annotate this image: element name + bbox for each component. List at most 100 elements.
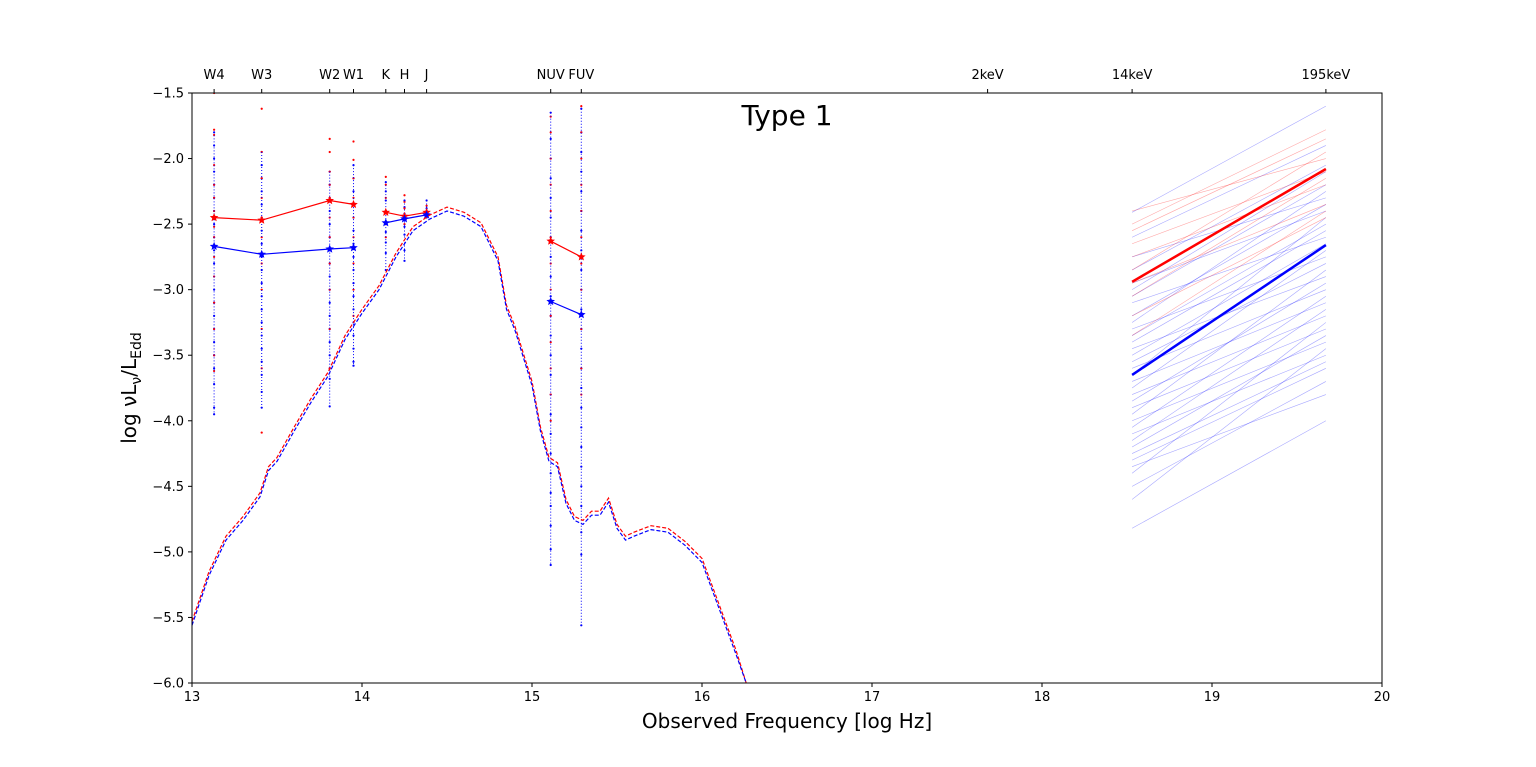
top-band-label-w4: W4	[204, 68, 225, 83]
scatter-point-red-7-1	[549, 131, 552, 134]
median-marker-red-median-photometry-2	[325, 196, 334, 205]
scatter-point-blue-8-23	[580, 624, 583, 627]
xray-fan-line-blue-9	[1131, 223, 1327, 336]
scatter-point-red-5-4	[403, 223, 406, 226]
median-marker-red-median-photometry-0	[209, 213, 219, 222]
y-tick-label-4: −3.5	[152, 349, 184, 364]
scatter-point-red-3-7	[352, 288, 355, 291]
scatter-point-red-0-3	[213, 164, 216, 167]
scatter-point-blue-8-19	[580, 485, 583, 488]
scatter-point-blue-8-15	[580, 406, 583, 409]
scatter-point-red-4-5	[384, 236, 387, 239]
xray-fan-line-blue-3	[1131, 164, 1327, 271]
series-lines	[192, 167, 1327, 683]
top-band-ticks: W4 W3 W2 W1 K H J NUV FUV 2keV 14keV 195keV	[204, 68, 1351, 93]
x-tick-label-1: 14	[354, 690, 371, 705]
scatter-point-blue-0-2	[213, 157, 216, 160]
scatter-point-blue-7-8	[549, 275, 552, 278]
scatter-point-red-2-2	[328, 170, 331, 173]
median-marker-blue-median-uv-0	[546, 297, 555, 306]
top-band-label-14kev: 14keV	[1112, 68, 1153, 83]
scatter-point-blue-7-22	[549, 548, 552, 551]
median-marker-blue-median-photometry-2	[325, 244, 334, 253]
scatter-point-red-0-12	[213, 327, 216, 331]
xray-fan-line-blue-7	[1131, 204, 1327, 317]
top-band-label-w3: W3	[251, 68, 272, 83]
scatter-point-blue-7-19	[549, 491, 552, 494]
median-marker-blue-median-nir-1	[400, 214, 409, 223]
scatter-point-blue-8-6	[580, 229, 583, 232]
median-marker-blue-median-photometry-3	[349, 243, 358, 252]
scatter-point-blue-3-13	[352, 334, 355, 337]
scatter-point-red-0-11	[213, 301, 216, 304]
series-line-blue-host-template	[192, 210, 747, 683]
xray-fan-line-red-1	[1131, 138, 1327, 231]
y-axis-title-main: log νL	[117, 384, 141, 444]
series-line-red-xray-mean	[1131, 167, 1327, 283]
scatter-point-blue-7-4	[549, 196, 552, 199]
scatter-point-blue-3-2	[352, 190, 355, 193]
xray-fan-line-blue-29	[1131, 348, 1327, 500]
scatter-point-red-5-2	[403, 207, 406, 210]
scatter-point-blue-3-16	[352, 364, 355, 367]
scatter-point-red-1-5	[260, 236, 263, 239]
scatter-point-blue-2-10	[328, 301, 331, 304]
x-tick-label-5: 18	[1034, 690, 1051, 705]
scatter-point-blue-2-13	[328, 341, 331, 344]
scatter-point-blue-2-4	[328, 223, 331, 226]
xray-fan-line-blue-34	[1131, 230, 1327, 343]
xray-fan-line-blue-8	[1131, 256, 1327, 330]
scatter-point-blue-3-7	[352, 255, 355, 258]
scatter-point-red-8-9	[580, 367, 583, 370]
xray-fan-line-blue-28	[1131, 381, 1327, 487]
scatter-point-blue-4-5	[384, 230, 387, 234]
series-line-red-median-photometry	[214, 199, 354, 221]
scatter-point-blue-1-13	[260, 321, 263, 324]
scatter-point-blue-1-10	[260, 282, 263, 285]
scatter-point-blue-0-7	[213, 223, 216, 226]
xray-fan-lines	[1131, 105, 1327, 529]
scatter-point-red-0-5	[213, 196, 216, 199]
chart-title: Type 1	[740, 99, 832, 132]
xray-fan-line-red-6	[1131, 177, 1327, 297]
top-band-label-195kev: 195keV	[1302, 68, 1351, 83]
scatter-point-red-3-1	[352, 158, 355, 161]
xray-fan-line-blue-33	[1131, 171, 1327, 290]
median-marker-red-median-nir-0	[381, 207, 391, 216]
scatter-point-red-0-1	[213, 128, 216, 131]
y-tick-label-5: −4.0	[152, 414, 184, 429]
scatter-point-red-8-6	[580, 262, 583, 265]
scatter-point-blue-0-1	[213, 144, 216, 147]
y-tick-label-3: −3.0	[152, 283, 184, 298]
scatter-point-blue-7-17	[549, 452, 552, 455]
scatter-point-red-1-7	[260, 288, 263, 291]
scatter-point-red-8-1	[580, 131, 583, 134]
xray-fan-line-blue-2	[1132, 197, 1326, 258]
xray-fan-line-blue-4	[1131, 210, 1327, 284]
x-tick-label-4: 17	[864, 690, 881, 705]
xray-fan-line-blue-23	[1131, 354, 1327, 435]
xray-fan-line-blue-32	[1131, 191, 1327, 323]
x-tick-label-2: 15	[524, 690, 541, 705]
scatter-point-blue-4-7	[384, 251, 387, 255]
scatter-point-red-2-9	[328, 327, 331, 331]
median-marker-blue-median-nir-0	[381, 218, 391, 227]
scatter-point-red-8-3	[580, 183, 583, 186]
scatter-point-blue-8-20	[580, 504, 583, 508]
x-tick-label-7: 20	[1374, 690, 1391, 705]
median-marker-blue-median-uv-1	[577, 310, 586, 319]
scatter-point-red-8-8	[580, 327, 583, 331]
scatter-point-red-1-0	[260, 107, 263, 110]
top-band-label-j: J	[424, 68, 429, 83]
median-marker-red-median-photometry-3	[349, 199, 358, 209]
scatter-point-red-1-10	[260, 431, 263, 434]
scatter-point-blue-0-12	[213, 288, 216, 291]
scatter-point-blue-7-5	[549, 216, 552, 219]
x-tick-label-6: 19	[1204, 690, 1221, 705]
series-line-red-median-uv	[550, 240, 582, 258]
scatter-point-red-3-6	[352, 262, 355, 265]
scatter-point-blue-3-8	[352, 268, 355, 272]
scatter-point-red-0-9	[213, 255, 216, 258]
scatter-point-blue-0-19	[213, 382, 216, 386]
